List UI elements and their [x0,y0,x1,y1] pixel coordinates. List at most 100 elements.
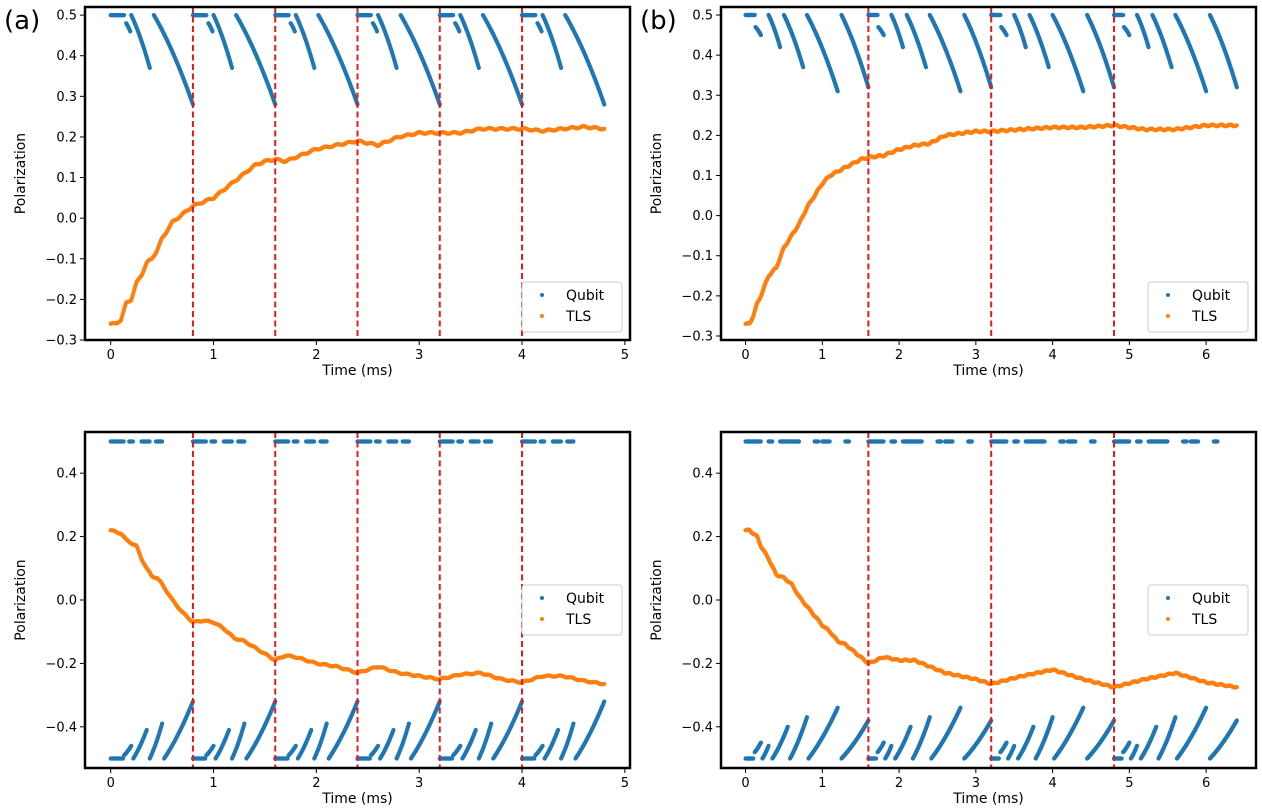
y-tick-label: 0.4 [56,49,77,64]
qubit-point [457,29,462,34]
plot-area [108,439,607,761]
qubit-point [374,29,380,34]
plot-area [743,12,1239,327]
qubit-point [1234,85,1239,90]
qubit-point [367,756,372,761]
legend-label-qubit: Qubit [1192,288,1231,304]
qubit-series [743,12,1239,94]
y-tick-label: −0.1 [681,249,713,264]
qubit-point [602,102,607,107]
qubit-point [203,756,208,761]
qubit-point [309,727,314,733]
qubit-point [120,756,126,761]
qubit-point [406,721,412,726]
qubit-point [242,439,247,444]
x-tick-label: 2 [312,348,320,363]
qubit-point [210,29,215,34]
x-tick-label: 1 [818,348,826,363]
qubit-point [476,65,481,71]
panel-label-a: (a) [4,6,41,36]
qubit-point [559,65,564,71]
y-tick-label: −0.3 [45,334,77,349]
x-tick-label: 5 [621,348,629,363]
y-axis-label: Polarization [13,133,29,214]
y-tick-label: 0.3 [692,89,713,104]
legend: Qubit TLS [1147,281,1249,333]
chart-panel-2: 0 1 2 3 4 5 6−0.3−0.2−0.10.00.10.20.30.40.5Tim… [649,5,1258,379]
tls-point [602,126,607,131]
qubit-point [778,45,783,50]
qubit-point [881,32,886,38]
qubit-point [204,13,209,18]
qubit-point [1146,45,1151,50]
legend-label-tls: TLS [565,309,591,325]
x-axis-label: Time (ms) [321,363,393,379]
qubit-point [368,439,373,444]
qubit-point [229,439,234,444]
legend-box [1147,281,1249,333]
qubit-point [242,721,247,726]
qubit-point [473,727,478,733]
x-tick-label: 2 [895,348,903,363]
y-tick-label: 0.1 [56,171,77,186]
qubit-point [285,756,290,761]
qubit-point [375,743,381,748]
qubit-point [1081,89,1086,94]
tls-point [1234,123,1239,128]
y-tick-label: −0.3 [681,329,713,344]
qubit-point [1127,32,1132,38]
qubit-point [213,439,218,444]
qubit-point [295,439,300,444]
y-tick-label: 0.2 [692,129,713,144]
qubit-point [539,29,544,34]
qubit-point [128,29,133,34]
legend: Qubit TLS [521,281,623,333]
legend-label-qubit: Qubit [566,288,605,304]
qubit-point [147,439,152,444]
qubit-point [835,89,840,94]
axes-frame [83,5,632,342]
qubit-point [394,439,399,444]
qubit-point [160,721,165,726]
qubit-point [476,439,481,444]
legend-marker-qubit [540,293,544,297]
x-tick-label: 6 [1202,348,1210,363]
legend-label-tls: TLS [1191,309,1217,325]
x-tick-label: 4 [1048,348,1056,363]
qubit-point [121,439,126,444]
tls-series [743,122,1239,327]
qubit-point [1004,32,1009,38]
qubit-point [226,727,232,733]
qubit-point [312,65,317,71]
qubit-point [801,65,806,70]
qubit-point [875,12,880,18]
qubit-point [394,65,399,71]
y-tick-label: 0.2 [56,130,77,145]
qubit-point [1046,65,1051,70]
qubit-point [293,743,298,748]
legend-marker-qubit [1166,293,1170,297]
qubit-point [1169,65,1174,70]
qubit-point [1204,89,1209,94]
y-tick-label: 0.5 [56,9,77,24]
qubit-point [958,89,963,94]
qubit-point [900,45,906,50]
x-axis-label: Time (ms) [952,363,1024,379]
qubit-point [391,727,396,733]
qubit-point [758,32,764,38]
qubit-point [450,756,455,761]
qubit-point [160,439,165,444]
legend-marker-tls [540,314,544,318]
qubit-point [1023,45,1028,50]
qubit-point [121,13,127,18]
qubit-point [130,439,136,444]
x-tick-label: 3 [415,348,423,363]
qubit-point [406,439,412,444]
qubit-point [292,29,297,34]
qubit-point [489,439,494,444]
qubit-point [450,439,455,444]
y-tick-label: −0.1 [45,252,77,267]
y-tick-label: 0.0 [692,209,713,224]
